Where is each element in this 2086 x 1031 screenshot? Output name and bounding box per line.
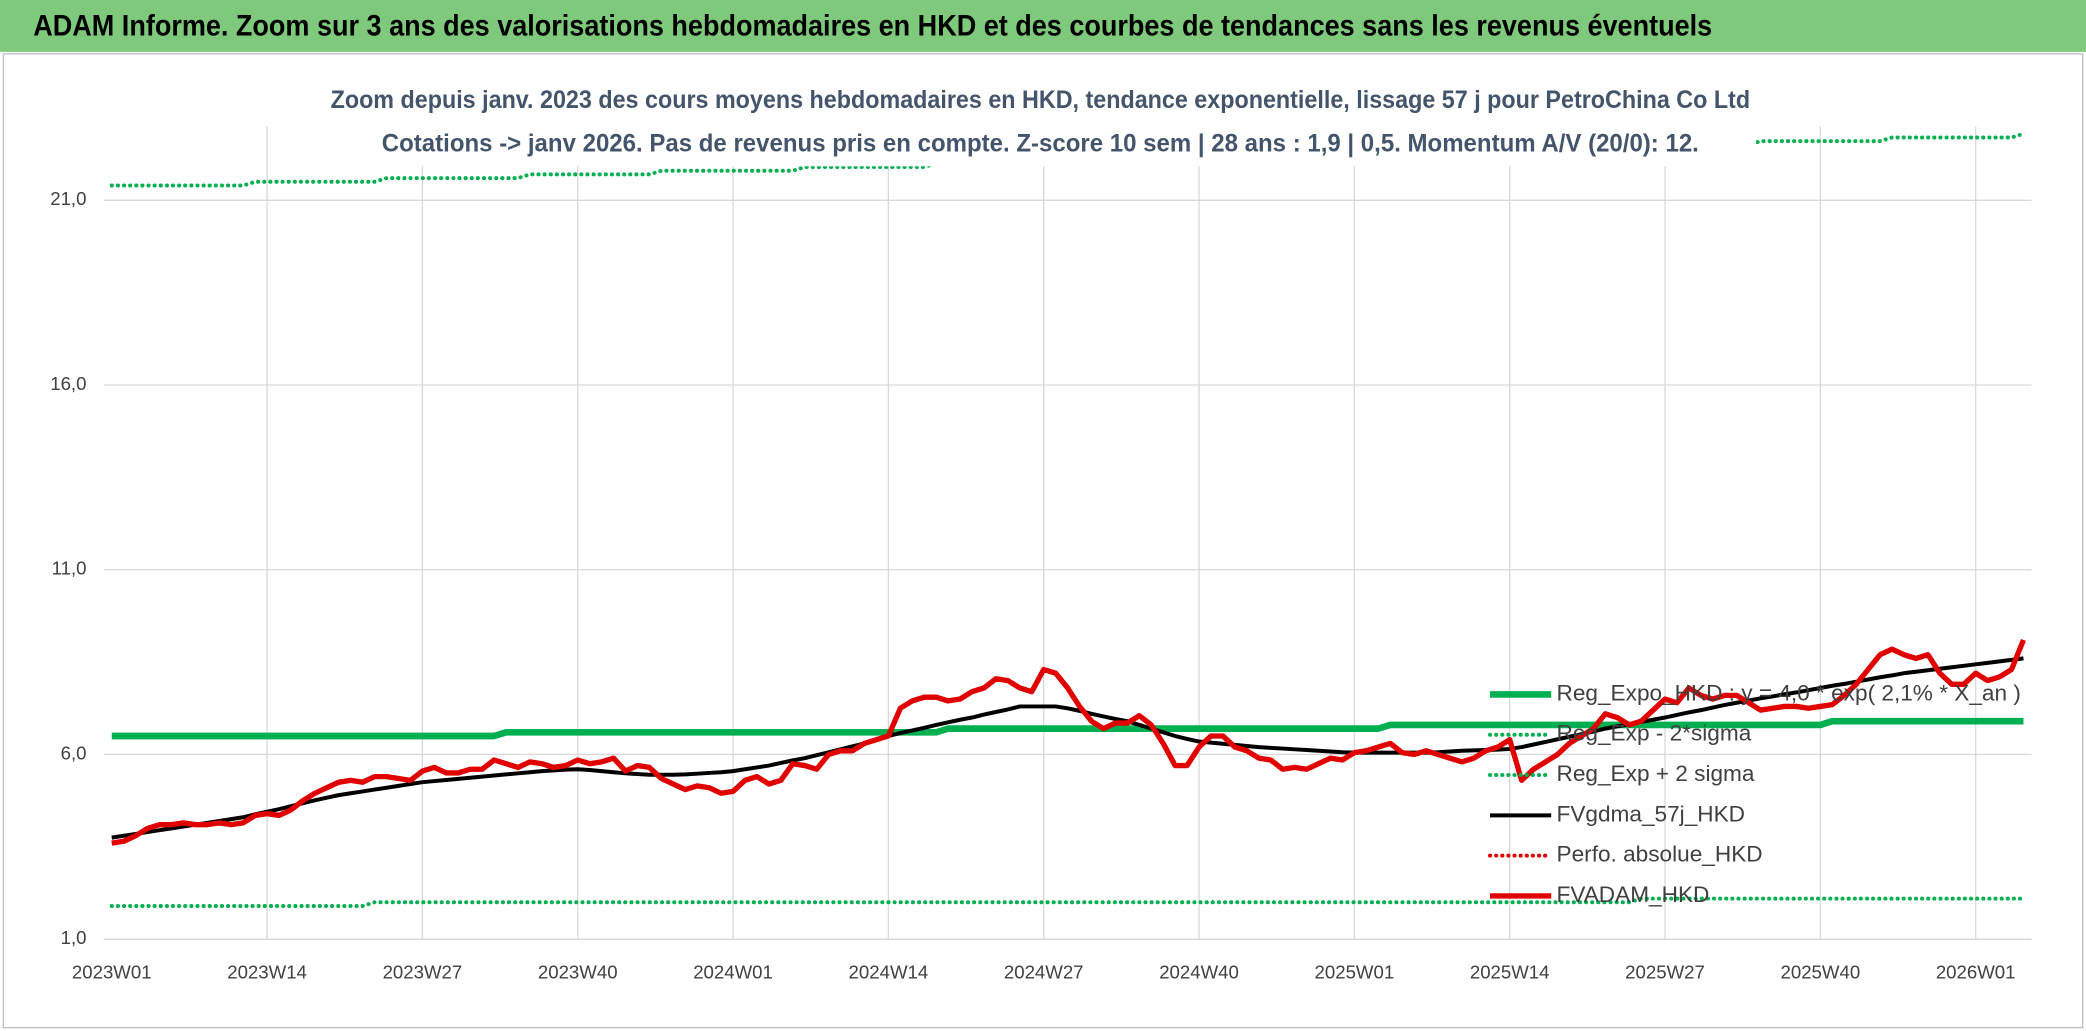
- chart-subtitle: Cotations -> janv 2026. Pas de revenus p…: [382, 130, 1699, 158]
- x-tick-label: 2025W40: [1781, 962, 1861, 983]
- y-tick-label: 1,0: [61, 927, 87, 948]
- plot-area: 1,0 6,0 11,0 16,0 21,0 2023W01 2023W14 2023W27 2…: [50, 126, 2032, 983]
- legend-label: Reg_Exp - 2*sigma: [1557, 721, 1752, 746]
- series-line: [111, 638, 2026, 846]
- title-box: [319, 77, 1757, 167]
- x-tick-label: 2026W01: [1936, 962, 2016, 983]
- x-tick-label: 2024W01: [693, 962, 773, 983]
- x-tick-label: 2025W01: [1315, 962, 1395, 983]
- legend-label: Reg_Exp + 2 sigma: [1557, 761, 1755, 786]
- legend-label: Perfo. absolue_HKD: [1557, 842, 1763, 867]
- page-title: ADAM Informe. Zoom sur 3 ans des valoris…: [33, 11, 1712, 43]
- x-tick-label: 2023W14: [227, 962, 307, 983]
- x-tick-label: 2024W40: [1159, 962, 1239, 983]
- legend: Reg_Expo_HKD : y = 4,0 * exp( 2,1% * X_a…: [1488, 680, 2021, 907]
- legend-label: Reg_Expo_HKD : y = 4,0 * exp( 2,1% * X_a…: [1557, 680, 2021, 705]
- chart-frame: [2, 53, 2084, 1029]
- y-tick-label: 6,0: [61, 742, 87, 763]
- legend-label: FVgdma_57j_HKD: [1557, 801, 1746, 826]
- header-bar: [0, 0, 2086, 52]
- y-tick-label: 21,0: [50, 188, 86, 209]
- legend-label: FVADAM_HKD: [1557, 882, 1710, 907]
- series-line: [111, 656, 2024, 840]
- y-tick-label: 11,0: [52, 558, 87, 579]
- x-tick-label: 2025W27: [1625, 962, 1705, 983]
- series-line: [111, 717, 2024, 740]
- x-tick-label: 2024W27: [1004, 962, 1084, 983]
- x-tick-label: 2023W40: [538, 962, 618, 983]
- y-tick-label: 16,0: [50, 373, 86, 394]
- chart-title: Zoom depuis janv. 2023 des cours moyens …: [331, 86, 1750, 114]
- series-line: [109, 896, 2026, 908]
- x-tick-label: 2023W27: [383, 962, 463, 983]
- x-tick-label: 2025W14: [1470, 962, 1550, 983]
- x-tick-label: 2024W14: [849, 962, 929, 983]
- x-tick-label: 2023W01: [72, 962, 152, 983]
